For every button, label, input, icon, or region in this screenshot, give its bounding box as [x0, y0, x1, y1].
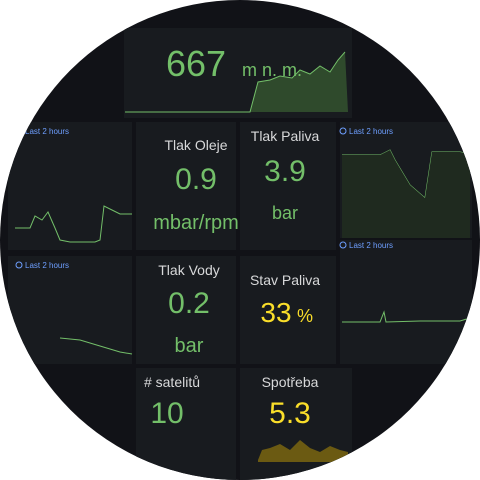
clock-icon: [15, 261, 23, 269]
sparkline: [59, 337, 133, 355]
time-range: Last 2 hours: [349, 241, 393, 250]
panel-title: Tlak Oleje: [164, 137, 227, 153]
panel-title: Spotřeba: [262, 374, 319, 390]
sparkline-area: [258, 440, 348, 462]
panel-unit: bar: [272, 203, 298, 223]
panel-value: 5.3: [269, 397, 311, 430]
panel-unit: mbar/rpm: [153, 212, 239, 234]
panel: [340, 240, 472, 364]
panel: [136, 122, 236, 250]
panel-title: # satelitů: [144, 374, 200, 390]
sparkline-area: [342, 150, 470, 238]
panel-unit: bar: [175, 335, 204, 357]
panel-title: Tlak Vody: [158, 262, 219, 278]
sparkline: [125, 51, 346, 113]
panel: [136, 368, 236, 480]
sparkline-area: [245, 52, 348, 112]
panel-title: Stav Paliva: [250, 272, 320, 288]
panel-value: 10: [150, 397, 183, 430]
clock-icon: [15, 127, 23, 135]
altitude-value: 667: [166, 43, 226, 84]
panel-title: Tlak Paliva: [251, 128, 320, 144]
panel-value: 33: [260, 297, 291, 328]
panel-unit: %: [297, 306, 313, 326]
panel: [8, 256, 132, 364]
altitude-unit: m n. m.: [242, 60, 302, 80]
time-range: Last 2 hours: [25, 127, 69, 136]
clock-icon: [339, 127, 347, 135]
sparkline: [342, 310, 471, 323]
sparkline: [15, 205, 132, 243]
panel: [240, 256, 336, 364]
panel-value: 0.2: [168, 287, 210, 320]
panel: [136, 256, 236, 364]
panel: [240, 122, 336, 250]
panel-value: 0.9: [175, 163, 217, 196]
panel-value: 3.9: [264, 155, 306, 188]
time-range: Last 2 hours: [349, 127, 393, 136]
clock-icon: [339, 241, 347, 249]
time-range: Last 2 hours: [25, 261, 69, 270]
panel: [8, 122, 132, 250]
